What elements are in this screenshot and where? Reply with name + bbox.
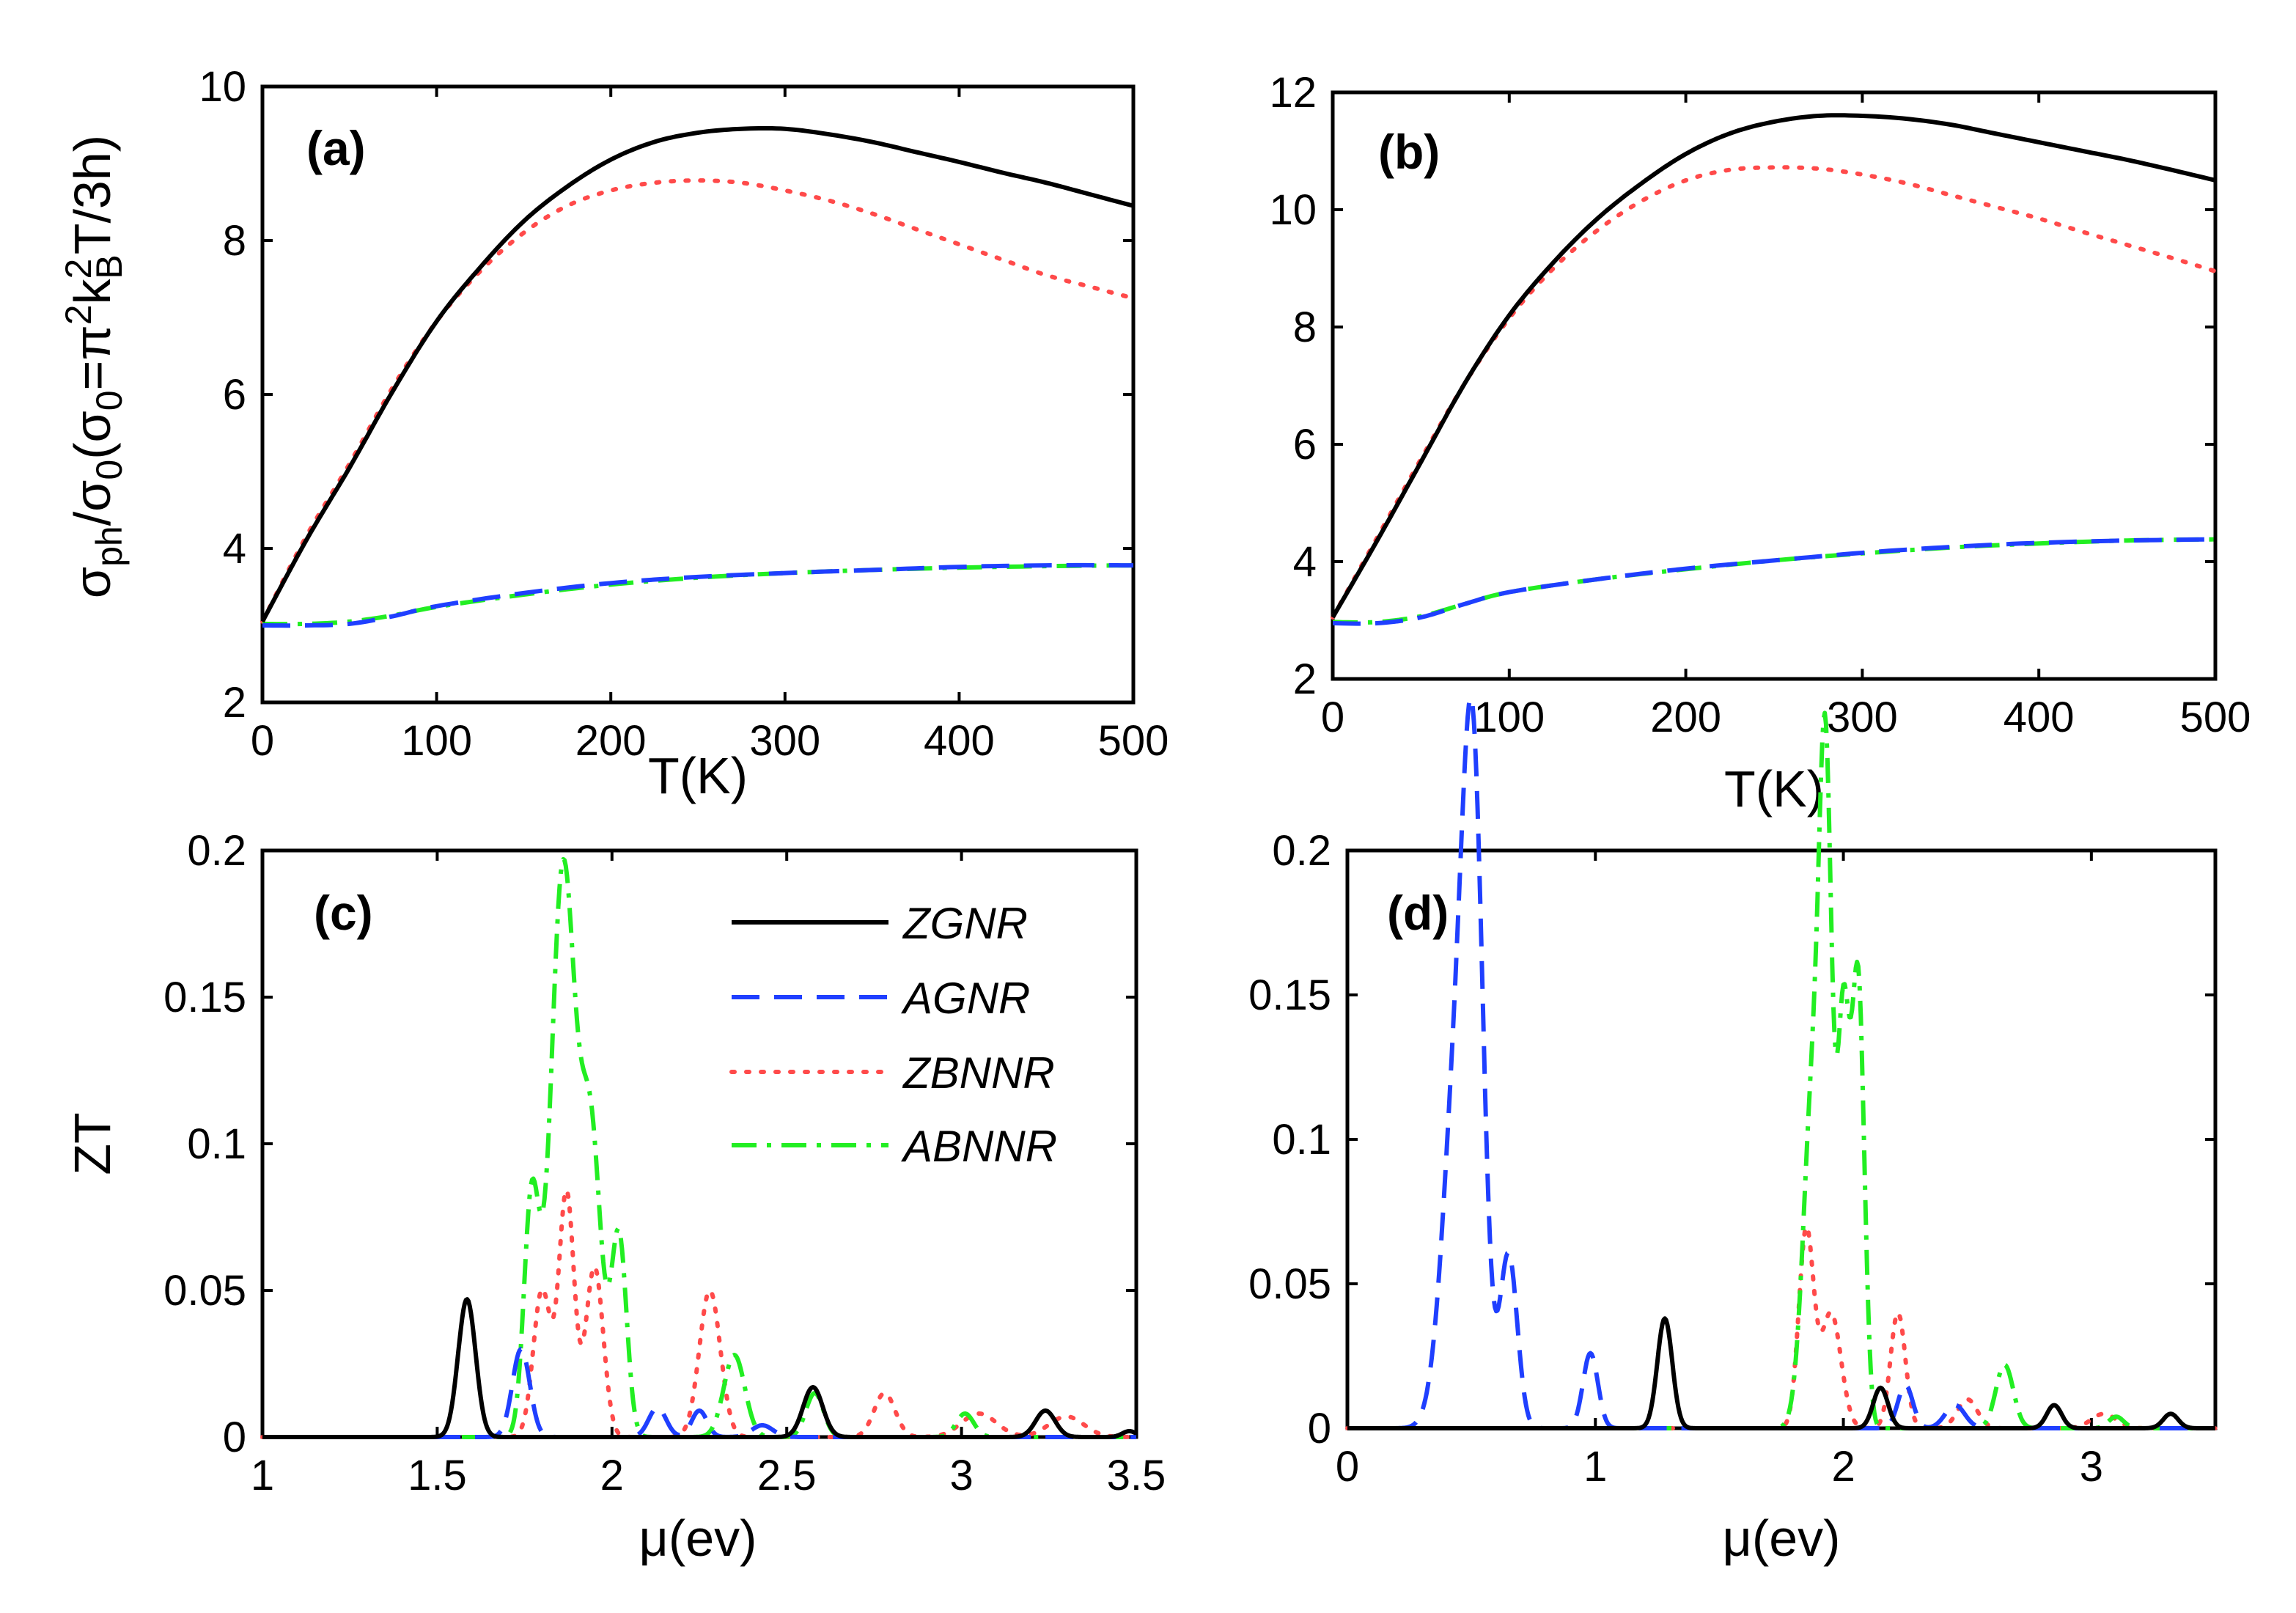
panel-a-y-axis-label-group: σph/σ0(σ0=π2k2BT/3h) <box>58 135 130 598</box>
x-tick-label: 300 <box>1827 694 1898 741</box>
legend-label-abnnr: ABNNR <box>901 1122 1057 1171</box>
x-tick-label: 2.5 <box>757 1452 817 1499</box>
panel-d-label: (d) <box>1387 886 1449 940</box>
x-tick-label: 3.5 <box>1107 1452 1166 1499</box>
series-abnnr-line <box>1346 710 2217 1430</box>
series-zbnnr-line <box>1345 1224 2218 1430</box>
panel-a-curves <box>260 126 1136 628</box>
panel-b-curves <box>1331 113 2218 626</box>
y-tick-label: 0 <box>1308 1405 1331 1452</box>
panel-b: 0 100 200 300 400 500 2 4 6 8 10 12 (b) T(K) <box>1269 69 2251 817</box>
y-tick-label: 2 <box>223 679 246 727</box>
series-zbnnr-line <box>1331 165 2218 620</box>
series-zgnr-line <box>260 126 1134 623</box>
y-tick-label: 0.05 <box>163 1267 246 1315</box>
x-tick-label: 1 <box>251 1452 274 1499</box>
series-zbnnr-line <box>260 178 1136 624</box>
y-tick-label: 8 <box>1293 304 1317 351</box>
legend-label-zbnnr: ZBNNR <box>902 1048 1055 1098</box>
panel-b-ticks: 0 100 200 300 400 500 2 4 6 8 10 12 <box>1269 69 2251 741</box>
y-tick-label: 0.1 <box>187 1120 246 1168</box>
y-tick-label: 0.2 <box>1272 827 1331 875</box>
panel-c-ticks: 1 1.5 2 2.5 3 3.5 0 0.05 0.1 0.15 0.2 <box>163 827 1166 1499</box>
series-zgnr-line <box>261 1297 1138 1439</box>
panel-d-x-axis-label: μ(ev) <box>1723 1510 1841 1567</box>
panel-b-label: (b) <box>1378 125 1440 179</box>
y-tick-label: 4 <box>223 525 246 573</box>
panel-d: 0 1 2 3 0 0.05 0.1 0.15 0.2 (d) μ(ev) <box>1248 695 2218 1567</box>
legend-label-zgnr: ZGNR <box>902 899 1028 948</box>
x-tick-label: 100 <box>1473 694 1545 741</box>
panel-c-x-axis-label: μ(ev) <box>639 1510 757 1567</box>
series-abnnr-line <box>1333 537 2216 625</box>
panel-a: 0 100 200 300 400 500 2 4 6 8 10 (a) T(K) σph/σ0(σ… <box>58 63 1169 804</box>
panel-a-ticks: 0 100 200 300 400 500 2 4 6 8 10 <box>199 63 1169 765</box>
series-zbnnr-line <box>260 1188 1138 1439</box>
series-zgnr-line <box>1346 1316 2217 1430</box>
series-agnr-line <box>261 1347 1138 1439</box>
y-tick-label: 6 <box>223 371 246 419</box>
y-tick-label: 12 <box>1269 69 1317 117</box>
x-tick-label: 3 <box>2080 1443 2103 1491</box>
x-tick-label: 400 <box>924 717 995 765</box>
series-agnr-line <box>262 562 1133 628</box>
y-tick-label: 2 <box>1293 655 1317 703</box>
x-tick-label: 0 <box>251 717 274 765</box>
y-tick-label: 0.1 <box>1272 1116 1331 1164</box>
x-tick-label: 2 <box>600 1452 624 1499</box>
y-tick-label: 4 <box>1293 538 1317 586</box>
y-tick-label: 8 <box>223 217 246 265</box>
panel-c-label: (c) <box>314 886 373 940</box>
y-tick-label: 0.15 <box>1248 971 1331 1019</box>
panel-d-curves <box>1345 695 2218 1430</box>
y-tick-label: 0.2 <box>187 827 246 875</box>
y-tick-label: 0.05 <box>1248 1260 1331 1308</box>
panel-c-y-axis-label: ZT <box>64 1112 121 1175</box>
panel-a-label: (a) <box>306 121 366 175</box>
panel-c-curves <box>260 856 1138 1439</box>
y-tick-label: 10 <box>199 63 246 111</box>
x-tick-label: 400 <box>2004 694 2075 741</box>
legend-label-agnr: AGNR <box>901 974 1030 1023</box>
panel-a-y-axis-label: σph/σ0(σ0=π2k2BT/3h) <box>58 135 130 598</box>
x-tick-label: 0 <box>1321 694 1344 741</box>
legend: ZGNR AGNR ZBNNR ABNNR <box>729 899 1057 1171</box>
x-tick-label: 200 <box>1650 694 1721 741</box>
x-tick-label: 100 <box>401 717 472 765</box>
x-tick-label: 3 <box>949 1452 973 1499</box>
panel-d-frame <box>1345 848 2218 1430</box>
series-zgnr-line <box>1331 113 2216 619</box>
x-tick-label: 0 <box>1336 1443 1359 1491</box>
x-tick-label: 300 <box>749 717 820 765</box>
panel-c: 1 1.5 2 2.5 3 3.5 0 0.05 0.1 0.15 0.2 (c) μ(ev) ZT… <box>64 827 1166 1567</box>
x-tick-label: 200 <box>575 717 647 765</box>
y-tick-label: 0 <box>223 1414 246 1461</box>
series-agnr-line <box>1333 537 2216 626</box>
panel-b-frame <box>1331 90 2218 681</box>
y-tick-label: 6 <box>1293 421 1317 469</box>
panel-a-x-axis-label: T(K) <box>648 747 748 804</box>
x-tick-label: 500 <box>2180 694 2251 741</box>
x-tick-label: 2 <box>1831 1443 1855 1491</box>
panel-d-ticks: 0 1 2 3 0 0.05 0.1 0.15 0.2 <box>1248 827 2215 1491</box>
panel-b-x-axis-label: T(K) <box>1724 760 1824 817</box>
y-tick-label: 10 <box>1269 186 1317 234</box>
x-tick-label: 500 <box>1098 717 1169 765</box>
y-tick-label: 0.15 <box>163 974 246 1021</box>
x-tick-label: 1 <box>1583 1443 1607 1491</box>
x-tick-label: 1.5 <box>408 1452 467 1499</box>
